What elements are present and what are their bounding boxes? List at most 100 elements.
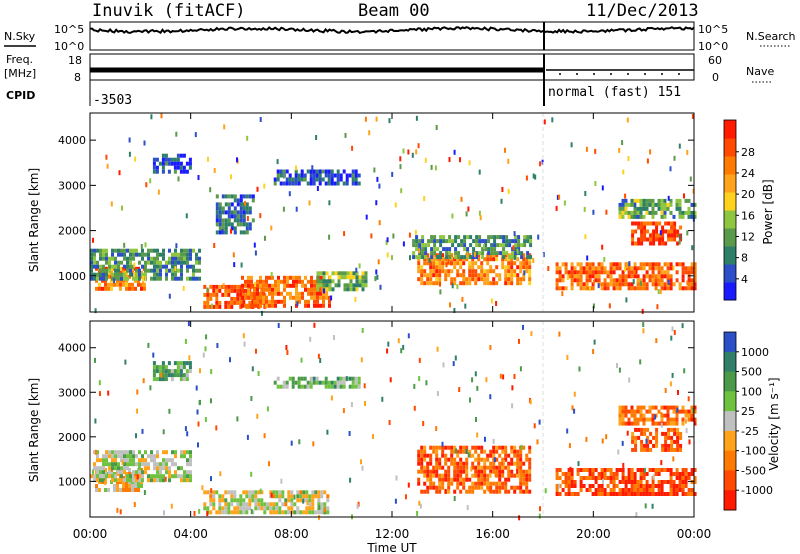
- scatter-cell: [512, 245, 515, 251]
- range-cell: [239, 498, 243, 503]
- range-cell: [681, 492, 685, 496]
- range-cell: [621, 198, 625, 203]
- range-cell: [663, 262, 667, 267]
- range-cell: [510, 473, 514, 478]
- range-cell: [673, 439, 677, 444]
- range-cell: [606, 476, 610, 480]
- range-cell: [450, 445, 454, 450]
- range-cell: [618, 421, 622, 426]
- range-cell: [478, 239, 482, 244]
- range-cell: [167, 157, 171, 162]
- range-cell: [678, 480, 682, 484]
- range-cell: [633, 476, 637, 480]
- scatter-cell: [250, 509, 253, 515]
- range-cell: [528, 445, 532, 450]
- range-cell: [110, 266, 113, 271]
- range-cell: [432, 445, 436, 450]
- range-cell: [173, 169, 177, 174]
- range-cell: [96, 276, 99, 281]
- scatter-cell: [195, 385, 198, 391]
- freq-unit-label: [MHz]: [4, 67, 36, 80]
- range-cell: [528, 469, 532, 474]
- range-cell: [564, 472, 568, 476]
- range-cell: [627, 409, 631, 414]
- range-cell: [588, 262, 592, 267]
- scatter-cell: [246, 434, 249, 440]
- range-cell: [304, 275, 307, 280]
- range-cell: [250, 291, 253, 296]
- range-cell: [640, 447, 644, 452]
- range-cell: [427, 243, 431, 248]
- range-cell: [474, 269, 478, 274]
- range-cell: [510, 273, 514, 278]
- range-cell: [283, 275, 286, 280]
- range-cell: [475, 243, 479, 248]
- range-cell: [102, 248, 105, 253]
- range-cell: [436, 239, 440, 244]
- range-cell: [420, 277, 424, 282]
- range-cell: [504, 445, 508, 450]
- range-cell: [105, 458, 108, 463]
- range-cell: [129, 256, 132, 261]
- range-cell: [609, 480, 613, 484]
- range-cell: [212, 490, 216, 495]
- scatter-cell: [402, 241, 405, 247]
- range-cell: [159, 268, 162, 273]
- range-cell: [295, 287, 298, 292]
- scatter-cell: [499, 373, 502, 379]
- scatter-cell: [547, 266, 550, 271]
- range-cell: [453, 265, 457, 270]
- range-cell: [612, 476, 616, 480]
- nave-point: [627, 73, 629, 75]
- range-cell: [462, 273, 466, 278]
- x-tick-label: 00:00: [677, 527, 712, 541]
- range-cell: [444, 257, 448, 262]
- range-cell: [654, 472, 658, 476]
- range-cell: [209, 284, 213, 289]
- colorbar-segment: [724, 430, 736, 452]
- range-cell: [684, 492, 688, 496]
- range-cell: [161, 157, 165, 162]
- range-cell: [254, 490, 258, 495]
- range-cell: [273, 177, 277, 182]
- scatter-cell: [418, 376, 421, 382]
- range-cell: [430, 239, 434, 244]
- scatter-cell: [569, 466, 572, 472]
- range-cell: [660, 198, 664, 203]
- range-cell: [522, 277, 526, 282]
- range-cell: [636, 206, 640, 211]
- range-cell: [212, 498, 216, 503]
- range-cell: [131, 286, 134, 291]
- range-cell: [251, 300, 255, 305]
- range-cell: [426, 465, 430, 470]
- range-cell: [117, 466, 120, 471]
- range-cell: [648, 274, 652, 279]
- range-cell: [661, 233, 665, 238]
- range-cell: [633, 286, 637, 291]
- scatter-cell: [692, 408, 695, 414]
- range-cell: [224, 510, 228, 515]
- range-cell: [621, 206, 625, 211]
- range-cell: [615, 472, 619, 476]
- range-cell: [558, 274, 562, 279]
- range-cell: [453, 277, 457, 282]
- range-cell: [218, 214, 222, 219]
- range-cell: [171, 474, 174, 479]
- range-cell: [642, 472, 646, 476]
- range-cell: [439, 235, 443, 240]
- scatter-cell: [468, 160, 471, 166]
- range-cell: [438, 481, 442, 486]
- range-cell: [687, 198, 691, 203]
- scatter-cell: [387, 341, 390, 347]
- range-cell: [117, 276, 120, 281]
- range-cell: [514, 247, 518, 252]
- range-cell: [250, 295, 253, 300]
- range-cell: [564, 270, 568, 275]
- range-cell: [504, 257, 508, 262]
- range-cell: [432, 273, 436, 278]
- range-cell: [285, 169, 289, 174]
- scatter-cell: [375, 200, 378, 206]
- range-cell: [96, 470, 99, 475]
- scatter-cell: [456, 284, 459, 290]
- range-cell: [212, 292, 216, 297]
